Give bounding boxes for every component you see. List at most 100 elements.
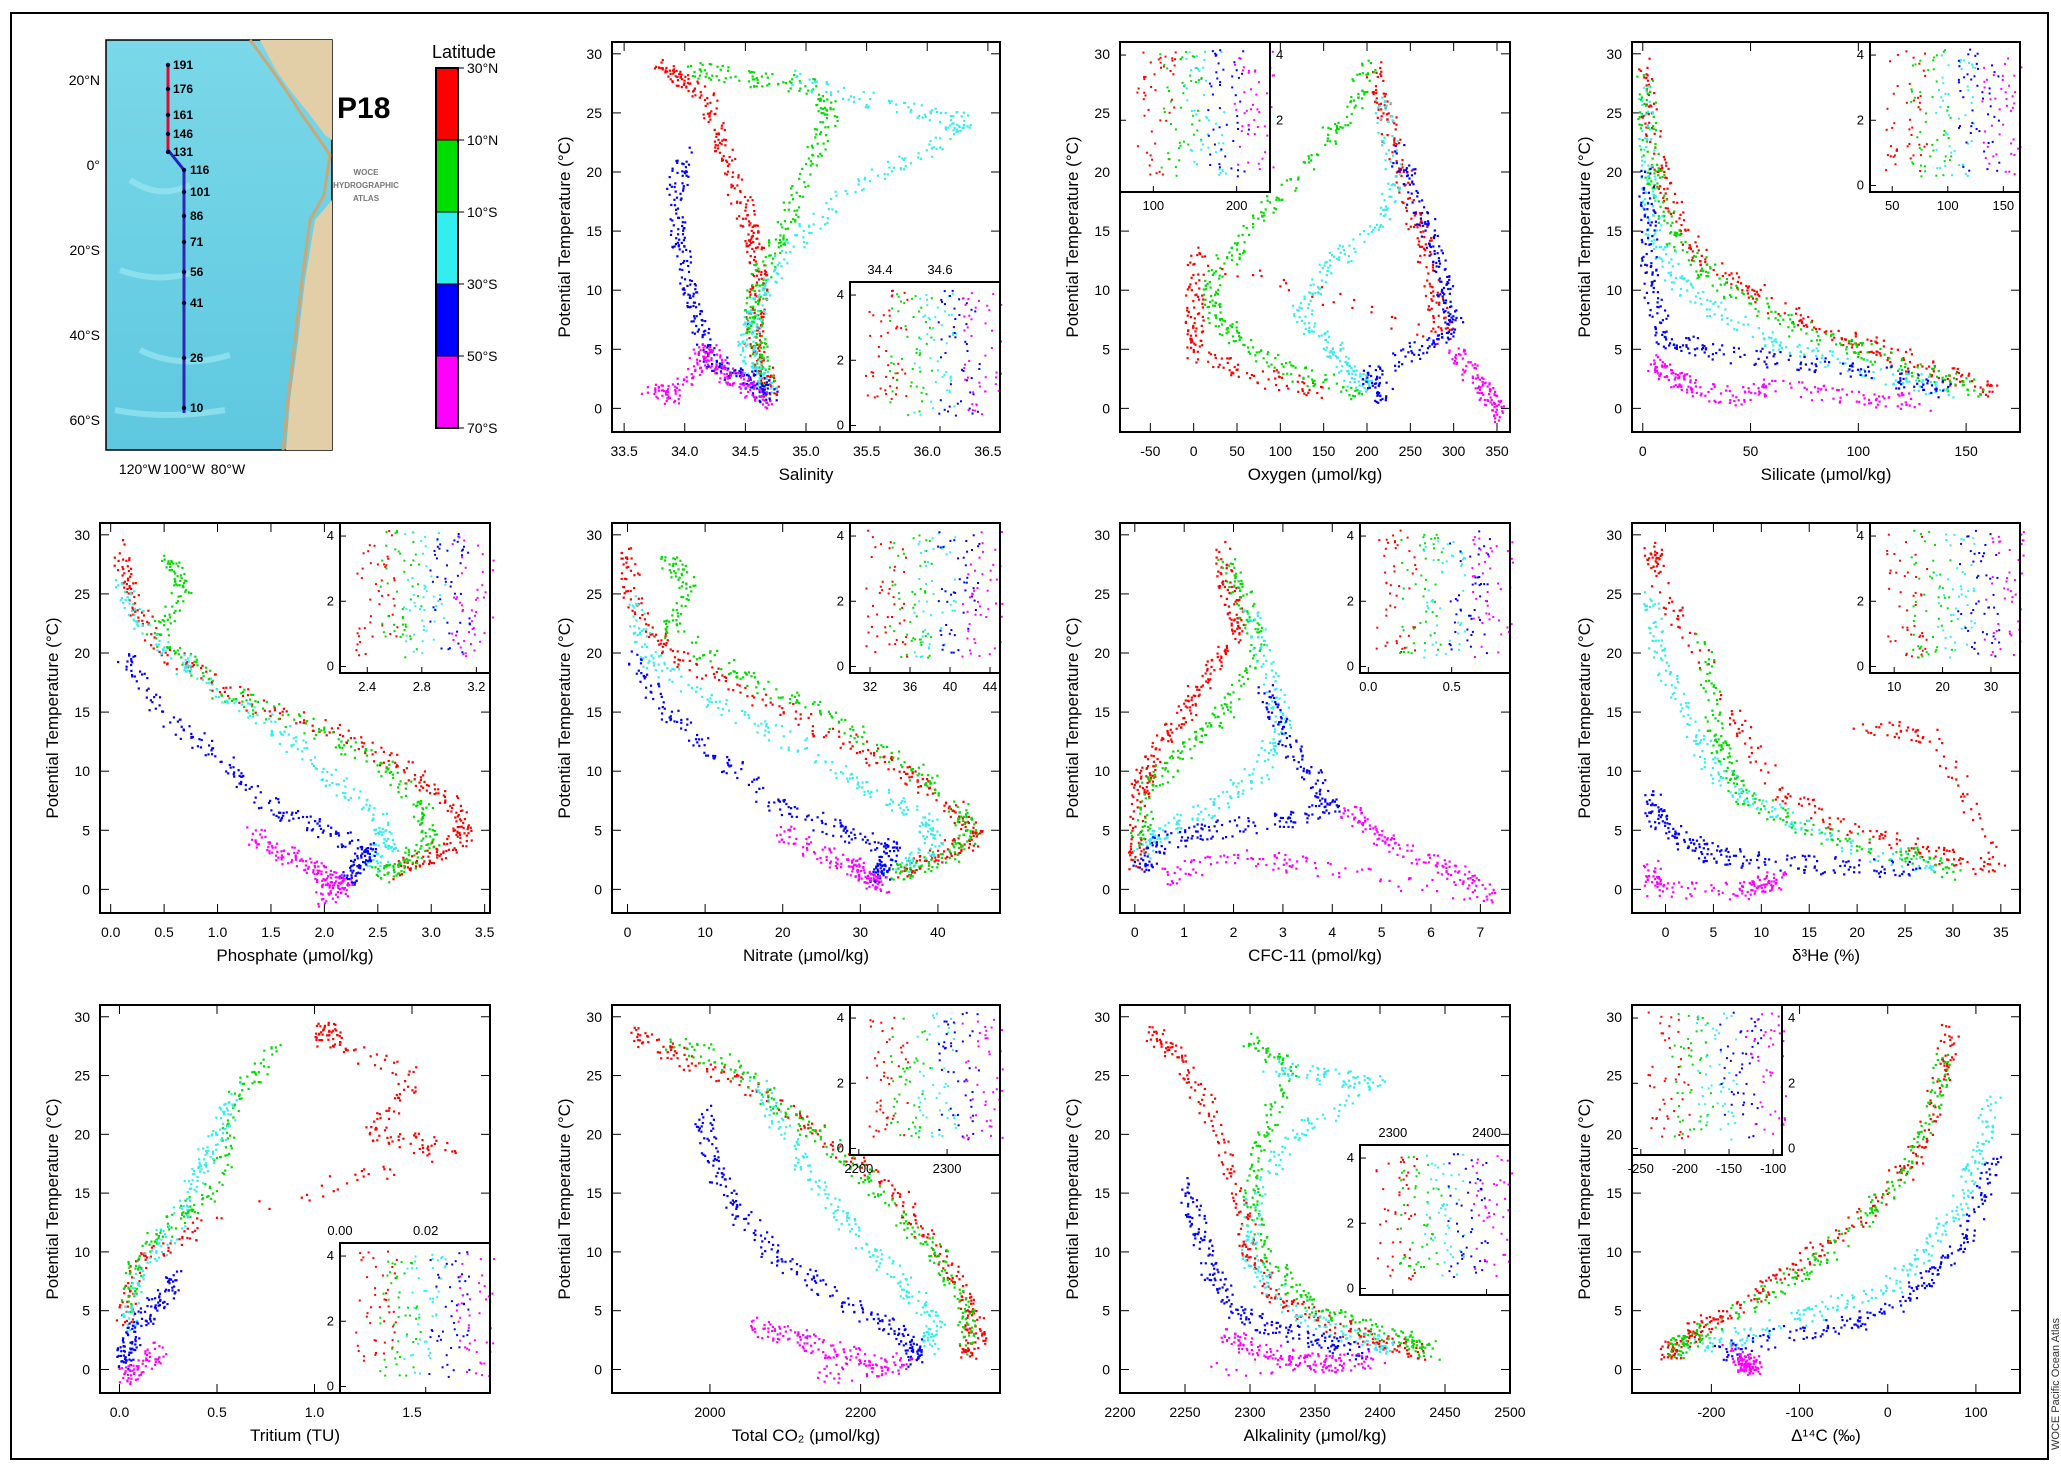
data-point (1267, 365, 1270, 368)
data-point (1189, 334, 1193, 337)
data-point (1657, 342, 1660, 346)
data-point (746, 250, 749, 253)
data-point (1682, 278, 1686, 281)
data-point (949, 115, 952, 118)
data-point (1201, 344, 1204, 347)
data-point (1438, 245, 1441, 248)
data-point (1354, 373, 1357, 376)
data-point (1650, 180, 1653, 183)
data-point (1395, 181, 1398, 184)
data-point (1400, 163, 1404, 166)
data-point (1645, 252, 1648, 256)
data-point (1644, 114, 1647, 117)
data-point (1337, 258, 1341, 261)
data-point (1799, 350, 1802, 353)
data-point (1452, 315, 1455, 318)
data-point (706, 97, 709, 100)
data-point (780, 277, 783, 280)
data-point (1195, 327, 1198, 330)
inset-point (1224, 172, 1227, 175)
atlas-stamp-line-3: ATLAS (352, 194, 380, 203)
data-point (1899, 407, 1903, 410)
data-point (1665, 374, 1668, 378)
data-point (1656, 238, 1659, 241)
inset-point (1942, 174, 1945, 177)
data-point (1413, 214, 1416, 217)
inset-point (1957, 81, 1960, 84)
data-point (737, 174, 740, 177)
data-point (678, 388, 681, 391)
data-point (1835, 343, 1838, 346)
data-point (1381, 369, 1384, 372)
inset-point (937, 321, 940, 324)
data-point (1678, 383, 1681, 386)
data-point (1363, 240, 1366, 243)
data-point (728, 383, 732, 386)
data-point (1415, 189, 1418, 193)
data-point (685, 376, 688, 379)
data-point (1297, 178, 1300, 181)
data-point (1324, 143, 1327, 146)
inset-point (965, 302, 968, 305)
data-point (1443, 268, 1446, 271)
data-point (747, 80, 751, 83)
inset-point (1165, 119, 1168, 122)
inset-point (896, 379, 899, 382)
data-point (241, 694, 245, 697)
data-point (921, 116, 924, 119)
y-tick-label: 30 (586, 46, 602, 62)
data-point (1922, 383, 1925, 386)
data-point (1647, 220, 1650, 223)
data-point (1664, 331, 1667, 334)
data-point (671, 167, 674, 170)
data-point (1756, 314, 1759, 317)
inset-point (1905, 50, 1908, 53)
data-point (726, 381, 729, 384)
data-point (1380, 70, 1383, 73)
data-point (1679, 213, 1682, 216)
data-point (1398, 191, 1401, 194)
data-point (1317, 291, 1320, 294)
data-point (1824, 357, 1827, 360)
y-tick-label: 20 (1094, 164, 1110, 180)
data-point (700, 70, 703, 73)
data-point (817, 155, 820, 158)
data-point (1438, 303, 1441, 306)
data-point (1650, 105, 1653, 108)
data-point (1425, 223, 1428, 226)
data-point (1409, 345, 1412, 348)
data-point (1875, 353, 1878, 356)
data-point (1335, 382, 1338, 385)
data-point (1342, 347, 1345, 350)
data-point (1746, 286, 1749, 289)
data-point (1431, 299, 1434, 302)
data-point (1452, 335, 1455, 338)
data-point (1346, 362, 1349, 365)
data-point (1696, 277, 1699, 280)
data-point (123, 586, 126, 589)
data-point (759, 368, 762, 371)
data-point (1438, 265, 1441, 268)
data-point (1427, 305, 1430, 308)
data-point (673, 385, 677, 388)
data-point (1649, 265, 1652, 268)
inset-point (1998, 133, 2001, 136)
data-point (1870, 350, 1873, 353)
inset-point (1910, 100, 1913, 103)
inset-point (1913, 96, 1916, 99)
data-point (1454, 353, 1458, 357)
data-point (1859, 368, 1863, 371)
x-tick-label: 100 (1269, 443, 1293, 459)
data-point (1772, 344, 1775, 347)
data-point (1471, 375, 1474, 378)
data-point (1815, 365, 1818, 368)
data-point (1967, 393, 1970, 396)
data-point (1225, 332, 1228, 335)
data-point (1494, 417, 1497, 420)
inset-point (1919, 131, 1922, 134)
data-point (681, 216, 684, 219)
data-point (763, 309, 766, 312)
data-point (1417, 243, 1420, 246)
inset-point (950, 379, 952, 382)
data-point (1252, 274, 1255, 277)
